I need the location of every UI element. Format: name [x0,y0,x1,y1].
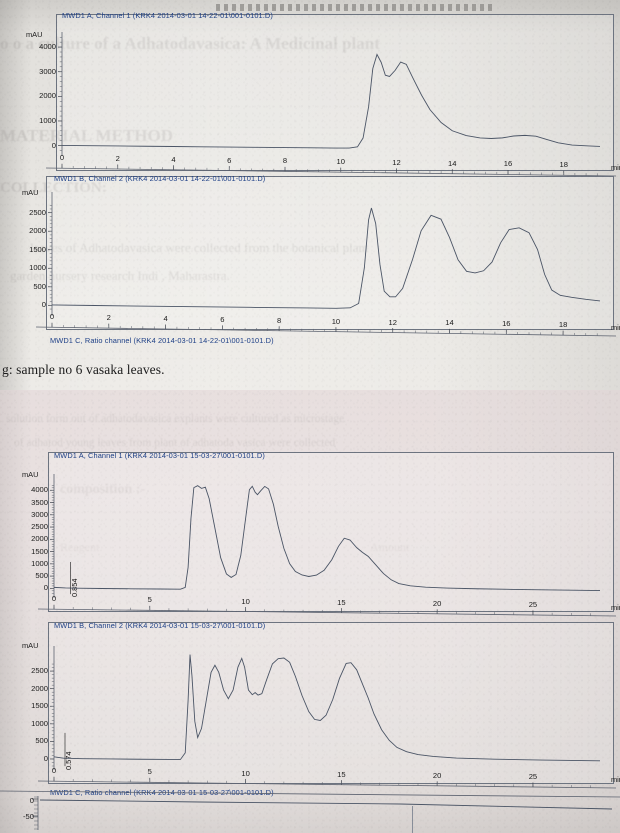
chart-2-frame [46,176,614,330]
chart-1-ytick-1: 1000 [39,115,56,125]
chart-5-xtick-4: 20 [432,770,442,780]
chart-2-ytick-0: 0 [41,300,46,310]
chart-1-trace [61,53,601,149]
chart-1-plot [45,32,617,177]
chart-1-ytick-3: 3000 [39,66,56,76]
chart-5-ytick-0: 0 [43,753,48,763]
chart-1-ytick-2: 2000 [39,91,56,101]
chart-2-xtick-5: 10 [331,316,341,326]
chart-3-title: MWD1 C, Ratio channel (KRK4 2014-03-01 1… [50,336,274,345]
chart-2-plot [35,192,617,337]
chart-2-xtick-7: 14 [445,318,454,328]
chart-1-xtick-9: 18 [559,160,568,170]
chart-5-title: MWD1 B, Channel 2 (KRK4 2014-03-01 15-03… [54,621,266,630]
chart-1-title: MWD1 A, Channel 1 (KRK4 2014-03-01 14-22… [62,11,273,20]
chart-5-yaxis-unit: mAU [22,641,39,650]
chart-5-xtick-2: 10 [241,768,250,778]
chart-2-xtick-2: 4 [163,314,168,323]
chart-4-xtick-5: 25 [528,599,538,609]
chart-2-xtick-3: 6 [220,314,225,324]
chart-6-ytick-0: 0 [29,796,34,805]
chart-4-frame [48,452,614,612]
figure-caption: g: sample no 6 vasaka leaves. [2,362,165,377]
chart-6-ytick-1: -50 [23,812,34,821]
chart-4-xaxis-unit: min [611,602,620,612]
chart-6-trace [39,799,613,810]
chart-2-yaxis-unit: mAU [22,188,39,197]
chart-2-trace [51,207,601,309]
chart-4-ytick-6: 3000 [31,509,48,519]
chart-1-xtick-8: 16 [503,159,513,169]
chart-2-xaxis-unit: min [611,322,620,332]
chart-4-xtick-0: 0 [51,594,57,604]
chart-1-xaxis-unit: min [611,162,620,172]
chart-5-trace [53,654,601,762]
chart-1-xtick-4: 8 [282,156,288,166]
chart-1-xtick-2: 4 [171,154,176,164]
chart-2-ytick-1: 500 [33,281,46,291]
chart-2-ytick-3: 1500 [29,244,46,254]
chart-2-ytick-5: 2500 [29,207,46,217]
chart-5-ytick-2: 1000 [31,718,48,728]
chart-6-divider [412,806,413,833]
chart-2-xtick-8: 16 [502,319,511,329]
chart-5-xtick-1: 5 [147,767,152,777]
chart-4-ytick-2: 1000 [31,558,48,568]
chart-5-plot [37,646,617,789]
chart-1-xtick-0: 0 [59,153,65,163]
chart-1-xtick-1: 2 [115,154,120,163]
chart-5-xtick-5: 25 [528,771,538,781]
chart-2-xtick-4: 8 [277,315,282,325]
chart-5-xtick-3: 15 [337,769,346,779]
chart-1-xtick-6: 12 [392,157,401,167]
chart-1-yaxis-unit: mAU [26,30,43,39]
chart-5-xaxis-unit: min [611,774,620,784]
chart-4-ytick-1: 500 [35,571,48,581]
chart-4-xtick-2: 10 [241,596,250,606]
chart-4-ytick-7: 3500 [31,497,48,507]
chart-4-xtick-4: 20 [432,598,442,608]
chart-2-title: MWD1 B, Channel 2 (KRK4 2014-03-01 14-22… [54,174,266,183]
chart-4-ytick-3: 1500 [31,546,48,556]
chart-4-ytick-8: 4000 [31,485,48,495]
chart-2-ytick-2: 1000 [29,263,46,273]
chart-2-ytick-4: 2000 [29,226,46,236]
chart-4-xtick-1: 5 [147,595,152,605]
chart-4-ytick-0: 0 [43,583,48,593]
chart-5-xtick-0: 0 [51,766,57,776]
chart-5-ytick-5: 2500 [31,666,48,676]
chart-4-ytick-5: 2500 [31,522,48,532]
chart-2-xtick-6: 12 [388,317,397,327]
chart-1-xtick-5: 10 [336,157,345,167]
chart-4-title: MWD1 A, Channel 1 (KRK4 2014-03-01 15-03… [54,451,265,460]
chart-1-ytick-0: 0 [51,140,56,150]
chart-1-xtick-3: 6 [227,155,232,165]
chart-4-yaxis-unit: mAU [22,470,39,479]
chart-1-frame [56,14,614,171]
chart-5-ytick-4: 2000 [31,683,48,693]
chart-4-plot [37,474,617,617]
chart-4-trace [53,485,601,591]
chart-5-ytick-1: 500 [35,736,48,746]
chart-1-xtick-7: 14 [448,158,457,168]
binder-strip-icon [216,4,496,11]
chart-2-xtick-0: 0 [49,312,55,322]
chart-4-ytick-4: 2000 [31,534,48,544]
chart-2-xtick-1: 2 [106,313,111,323]
chart-2-xtick-9: 18 [558,320,568,330]
chart-1-ytick-4: 4000 [39,42,56,52]
chart-4-xtick-3: 15 [337,597,346,607]
chart-5-ytick-3: 1500 [31,701,48,711]
